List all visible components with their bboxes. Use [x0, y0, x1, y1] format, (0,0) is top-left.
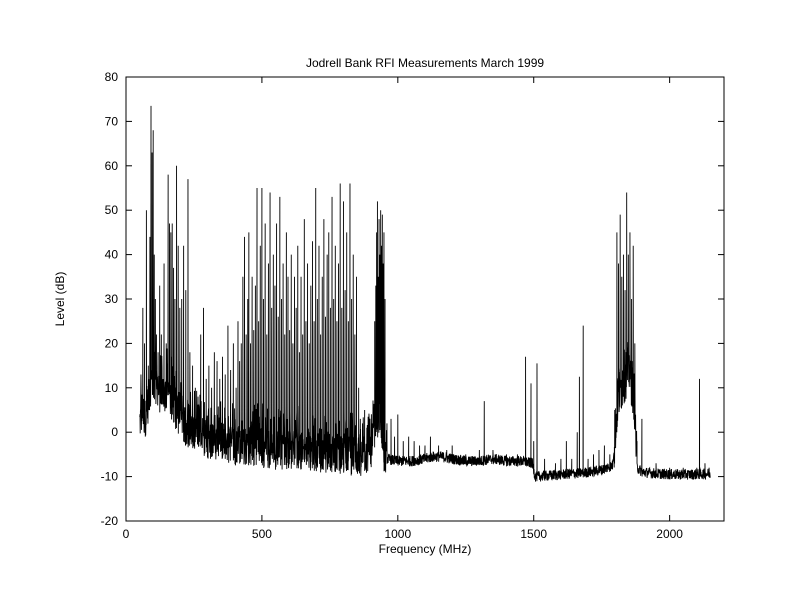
y-tick-label-3: 10: [105, 381, 119, 395]
x-tick-label-1: 500: [252, 527, 272, 541]
y-tick-label-10: 80: [105, 70, 119, 84]
series-line: [139, 105, 711, 482]
y-tick-label-1: -10: [101, 470, 119, 484]
y-tick-label-4: 20: [105, 336, 119, 350]
y-tick-label-8: 60: [105, 159, 119, 173]
y-tick-label-6: 40: [105, 248, 119, 262]
y-axis-title: Level (dB): [53, 272, 67, 327]
y-tick-label-2: 0: [111, 425, 118, 439]
y-tick-label-5: 30: [105, 292, 119, 306]
chart-title: Jodrell Bank RFI Measurements March 1999: [306, 56, 544, 70]
x-tick-label-2: 1000: [384, 527, 411, 541]
data-layer: [139, 105, 711, 482]
y-tick-label-9: 70: [105, 114, 119, 128]
x-tick-label-3: 1500: [520, 527, 547, 541]
x-axis-title: Frequency (MHz): [379, 542, 472, 556]
x-tick-label-4: 2000: [656, 527, 683, 541]
y-tick-label-0: -20: [101, 514, 119, 528]
x-tick-label-0: 0: [123, 527, 130, 541]
x-axis: 0 500 1000 1500 2000: [123, 77, 683, 541]
y-axis: -20 -10 0 10 20 30 40 50 60 70 80: [101, 70, 724, 528]
y-tick-label-7: 50: [105, 203, 119, 217]
